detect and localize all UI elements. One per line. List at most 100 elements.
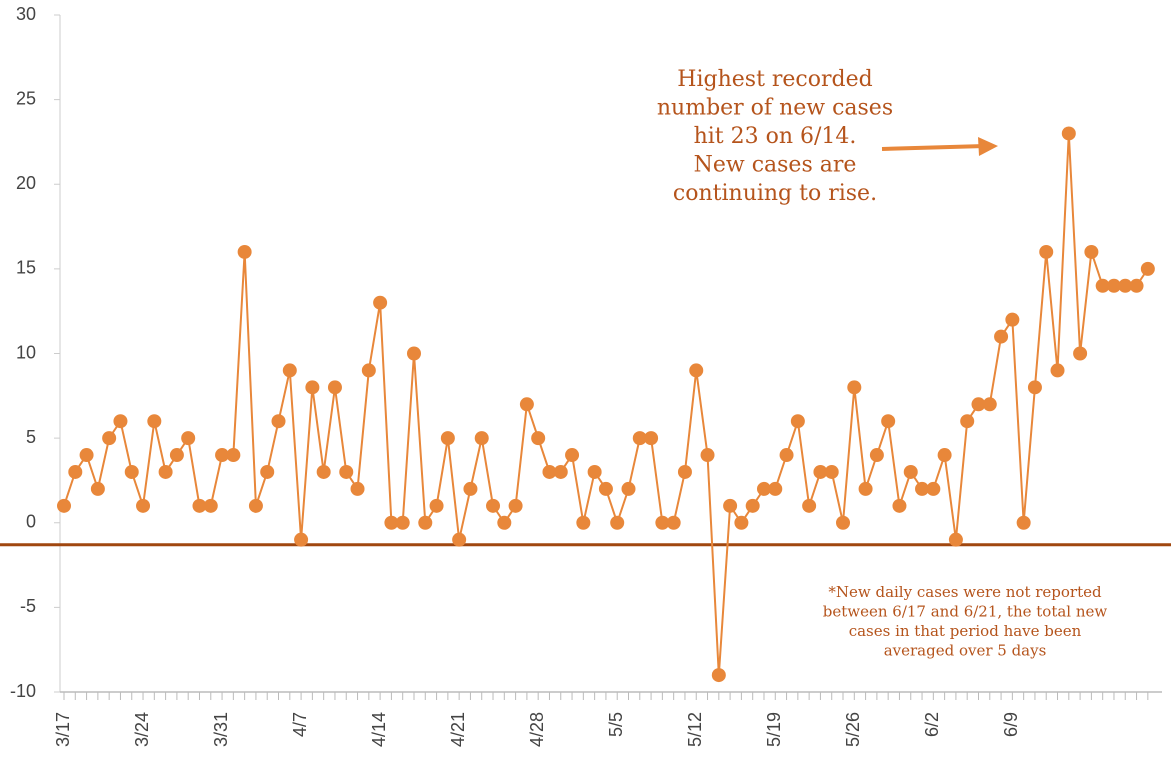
annotation: hit 23 on 6/14. (694, 124, 857, 149)
marker (531, 431, 546, 446)
marker (1129, 278, 1144, 293)
marker (937, 448, 952, 463)
marker (960, 414, 975, 429)
marker (361, 363, 376, 378)
marker (1027, 380, 1042, 395)
marker (519, 397, 534, 412)
y-tick-label: 15 (16, 258, 36, 278)
marker (689, 363, 704, 378)
marker (1073, 346, 1088, 361)
y-tick-label: 30 (16, 4, 36, 24)
annotation: continuing to rise. (673, 181, 877, 206)
marker (632, 431, 647, 446)
marker (429, 498, 444, 513)
marker (226, 448, 241, 463)
marker (677, 464, 692, 479)
footnote: cases in that period have been (849, 622, 1082, 640)
marker (136, 498, 151, 513)
marker (587, 464, 602, 479)
marker (181, 431, 196, 446)
marker (836, 515, 851, 530)
marker (915, 481, 930, 496)
arrow (881, 144, 986, 151)
marker (316, 464, 331, 479)
marker (158, 464, 173, 479)
marker (982, 397, 997, 412)
marker (294, 532, 309, 547)
marker (350, 481, 365, 496)
marker (1084, 244, 1099, 259)
marker (271, 414, 286, 429)
marker (102, 431, 117, 446)
marker (113, 414, 128, 429)
y-tick-label: 10 (16, 342, 36, 362)
marker (260, 464, 275, 479)
marker (847, 380, 862, 395)
marker (790, 414, 805, 429)
marker (327, 380, 342, 395)
marker (926, 481, 941, 496)
marker (598, 481, 613, 496)
marker (79, 448, 94, 463)
x-tick-label: 4/14 (369, 712, 389, 747)
marker (542, 464, 557, 479)
marker (452, 532, 467, 547)
marker (282, 363, 297, 378)
marker (948, 532, 963, 547)
x-tick-label: 5/5 (606, 712, 626, 737)
marker (440, 431, 455, 446)
marker (711, 668, 726, 683)
marker (463, 481, 478, 496)
marker (192, 498, 207, 513)
marker (1061, 126, 1076, 141)
marker (1039, 244, 1054, 259)
marker (903, 464, 918, 479)
y-tick-label: 5 (26, 427, 36, 447)
x-tick-label: 3/17 (53, 712, 73, 747)
footnote: averaged over 5 days (884, 642, 1047, 660)
marker (1016, 515, 1031, 530)
footnote: *New daily cases were not reported (828, 583, 1102, 601)
marker (486, 498, 501, 513)
marker (124, 464, 139, 479)
marker (813, 464, 828, 479)
y-tick-label: 20 (16, 173, 36, 193)
annotation: number of new cases (657, 96, 893, 121)
x-tick-label: 4/7 (290, 712, 310, 737)
y-tick-label: -5 (20, 596, 36, 616)
marker (1005, 312, 1020, 327)
marker (237, 244, 252, 259)
annotation: New cases are (694, 153, 857, 178)
marker (994, 329, 1009, 344)
footnote: between 6/17 and 6/21, the total new (823, 603, 1108, 621)
marker (1140, 261, 1155, 276)
marker (1095, 278, 1110, 293)
marker (248, 498, 263, 513)
x-tick-label: 5/26 (843, 712, 863, 747)
marker (610, 515, 625, 530)
marker (802, 498, 817, 513)
marker (756, 481, 771, 496)
marker (169, 448, 184, 463)
x-tick-label: 3/31 (211, 712, 231, 747)
marker (881, 414, 896, 429)
marker (384, 515, 399, 530)
x-tick-label: 5/19 (764, 712, 784, 747)
marker (1050, 363, 1065, 378)
marker (203, 498, 218, 513)
marker (971, 397, 986, 412)
marker (508, 498, 523, 513)
marker (147, 414, 162, 429)
marker (406, 346, 421, 361)
x-tick-label: 4/28 (527, 712, 547, 747)
marker (474, 431, 489, 446)
marker (666, 515, 681, 530)
x-tick-label: 6/2 (922, 712, 942, 737)
marker (700, 448, 715, 463)
marker (869, 448, 884, 463)
marker (655, 515, 670, 530)
marker (768, 481, 783, 496)
marker (1118, 278, 1133, 293)
marker (418, 515, 433, 530)
